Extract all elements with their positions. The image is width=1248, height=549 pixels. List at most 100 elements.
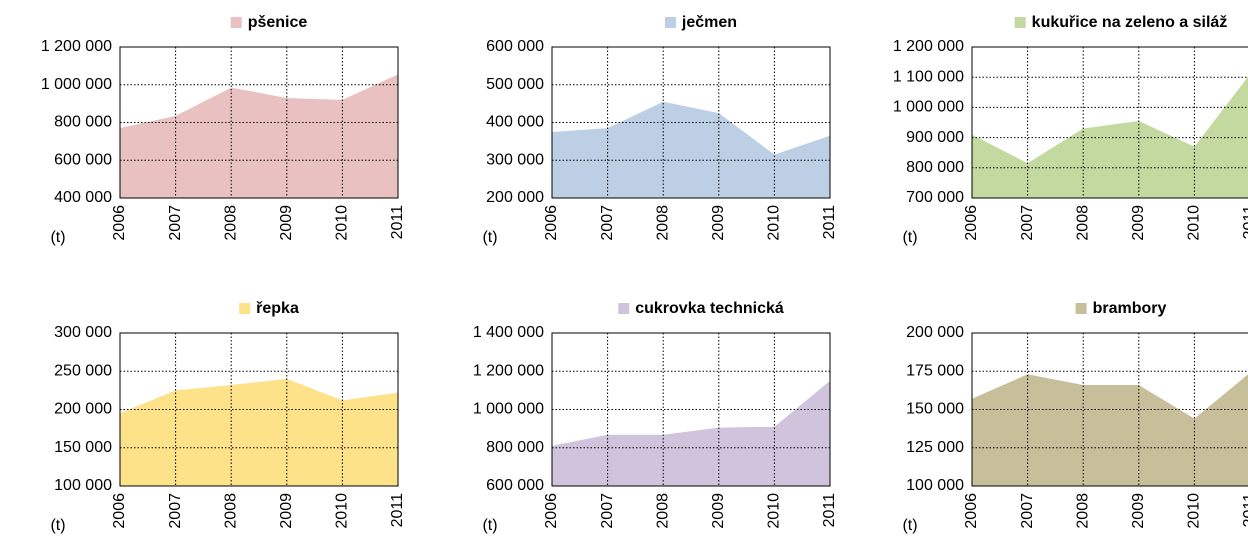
x-tick-label: 2007 xyxy=(1019,205,1036,241)
x-tick-label: 2006 xyxy=(963,205,980,241)
x-tick-label: 2011 xyxy=(389,205,406,240)
legend: cukrovka technická xyxy=(618,300,784,317)
y-tick-label: 800 000 xyxy=(486,439,544,456)
x-tick-label: 2007 xyxy=(167,205,184,241)
y-tick-label: 1 400 000 xyxy=(473,324,544,341)
area xyxy=(972,374,1248,486)
y-tick-label: 400 000 xyxy=(486,114,544,131)
y-axis-label: (t) xyxy=(902,517,917,534)
legend-swatch xyxy=(230,17,242,28)
y-tick-label: 1 200 000 xyxy=(41,38,112,55)
plot-border xyxy=(119,332,399,487)
x-tick-label: 2006 xyxy=(543,493,560,529)
y-axis-label: (t) xyxy=(482,517,497,534)
plot-border xyxy=(971,46,1248,199)
x-tick-label: 2009 xyxy=(1130,205,1147,241)
y-tick-label: 150 000 xyxy=(906,401,964,418)
plot-border xyxy=(551,46,831,199)
y-tick-label: 900 000 xyxy=(906,129,964,146)
x-tick-label: 2009 xyxy=(710,493,727,529)
chart-title: pšenice xyxy=(248,14,308,31)
y-tick-label: 200 000 xyxy=(486,189,544,206)
x-tick-label: 2006 xyxy=(111,493,128,529)
y-tick-label: 400 000 xyxy=(54,189,112,206)
y-tick-label: 1 200 000 xyxy=(893,38,964,55)
x-tick-label: 2006 xyxy=(543,205,560,241)
legend-swatch xyxy=(618,303,630,314)
x-tick-label: 2006 xyxy=(963,493,980,529)
x-tick-label: 2010 xyxy=(1186,493,1203,529)
y-tick-label: 1 000 000 xyxy=(893,99,964,116)
legend-swatch xyxy=(1014,17,1026,28)
legend: ječmen xyxy=(664,14,737,31)
area xyxy=(972,76,1248,198)
y-tick-label: 800 000 xyxy=(54,114,112,131)
x-tick-label: 2008 xyxy=(1074,493,1091,529)
y-tick-label: 600 000 xyxy=(486,38,544,55)
area xyxy=(120,74,398,198)
y-tick-label: 100 000 xyxy=(54,477,112,494)
x-tick-label: 2011 xyxy=(1241,205,1248,240)
plot-border xyxy=(119,46,399,199)
x-tick-label: 2009 xyxy=(278,205,295,241)
legend: pšenice xyxy=(230,14,308,31)
chart-title: řepka xyxy=(256,300,299,317)
x-tick-label: 2011 xyxy=(821,205,838,240)
y-tick-label: 300 000 xyxy=(486,151,544,168)
x-tick-label: 2007 xyxy=(599,205,616,241)
plot-border xyxy=(971,332,1248,487)
x-tick-label: 2008 xyxy=(654,493,671,529)
y-tick-label: 100 000 xyxy=(906,477,964,494)
chart-title: cukrovka technická xyxy=(635,300,784,317)
x-tick-label: 2006 xyxy=(111,205,128,241)
y-tick-label: 250 000 xyxy=(54,362,112,379)
x-tick-label: 2008 xyxy=(222,493,239,529)
y-axis-label: (t) xyxy=(902,229,917,246)
y-tick-label: 600 000 xyxy=(54,151,112,168)
legend-swatch xyxy=(239,303,251,314)
chart-title: brambory xyxy=(1093,300,1167,317)
x-tick-label: 2010 xyxy=(766,205,783,241)
y-tick-label: 1 100 000 xyxy=(893,68,964,85)
x-tick-label: 2007 xyxy=(599,493,616,529)
y-tick-label: 175 000 xyxy=(906,362,964,379)
x-tick-label: 2007 xyxy=(1019,493,1036,529)
x-tick-label: 2009 xyxy=(1130,493,1147,529)
x-tick-label: 2010 xyxy=(1186,205,1203,241)
legend-swatch xyxy=(1075,303,1087,314)
x-tick-label: 2008 xyxy=(1074,205,1091,241)
legend: kukuřice na zeleno a siláž xyxy=(1014,14,1228,31)
area xyxy=(552,380,830,486)
x-tick-label: 2009 xyxy=(278,493,295,529)
x-tick-label: 2010 xyxy=(334,205,351,241)
x-tick-label: 2010 xyxy=(334,493,351,529)
y-tick-label: 150 000 xyxy=(54,439,112,456)
y-tick-label: 800 000 xyxy=(906,159,964,176)
y-tick-label: 200 000 xyxy=(906,324,964,341)
legend: brambory xyxy=(1075,300,1167,317)
legend: řepka xyxy=(239,300,299,317)
chart-title: ječmen xyxy=(681,14,737,31)
y-tick-label: 700 000 xyxy=(906,189,964,206)
x-tick-label: 2009 xyxy=(710,205,727,241)
x-tick-label: 2011 xyxy=(1241,493,1248,528)
area xyxy=(120,378,398,486)
y-tick-label: 300 000 xyxy=(54,324,112,341)
y-axis-label: (t) xyxy=(50,229,65,246)
y-tick-label: 1 200 000 xyxy=(473,362,544,379)
x-tick-label: 2010 xyxy=(766,493,783,529)
legend-swatch xyxy=(664,17,676,28)
x-tick-label: 2011 xyxy=(389,493,406,528)
y-tick-label: 1 000 000 xyxy=(473,401,544,418)
chart-title: kukuřice na zeleno a siláž xyxy=(1032,14,1228,31)
x-tick-label: 2008 xyxy=(222,205,239,241)
plot-border xyxy=(551,332,831,487)
x-tick-label: 2007 xyxy=(167,493,184,529)
y-axis-label: (t) xyxy=(50,517,65,534)
x-tick-label: 2011 xyxy=(821,493,838,528)
x-tick-label: 2008 xyxy=(654,205,671,241)
area xyxy=(552,101,830,198)
y-tick-label: 600 000 xyxy=(486,477,544,494)
y-tick-label: 1 000 000 xyxy=(41,76,112,93)
